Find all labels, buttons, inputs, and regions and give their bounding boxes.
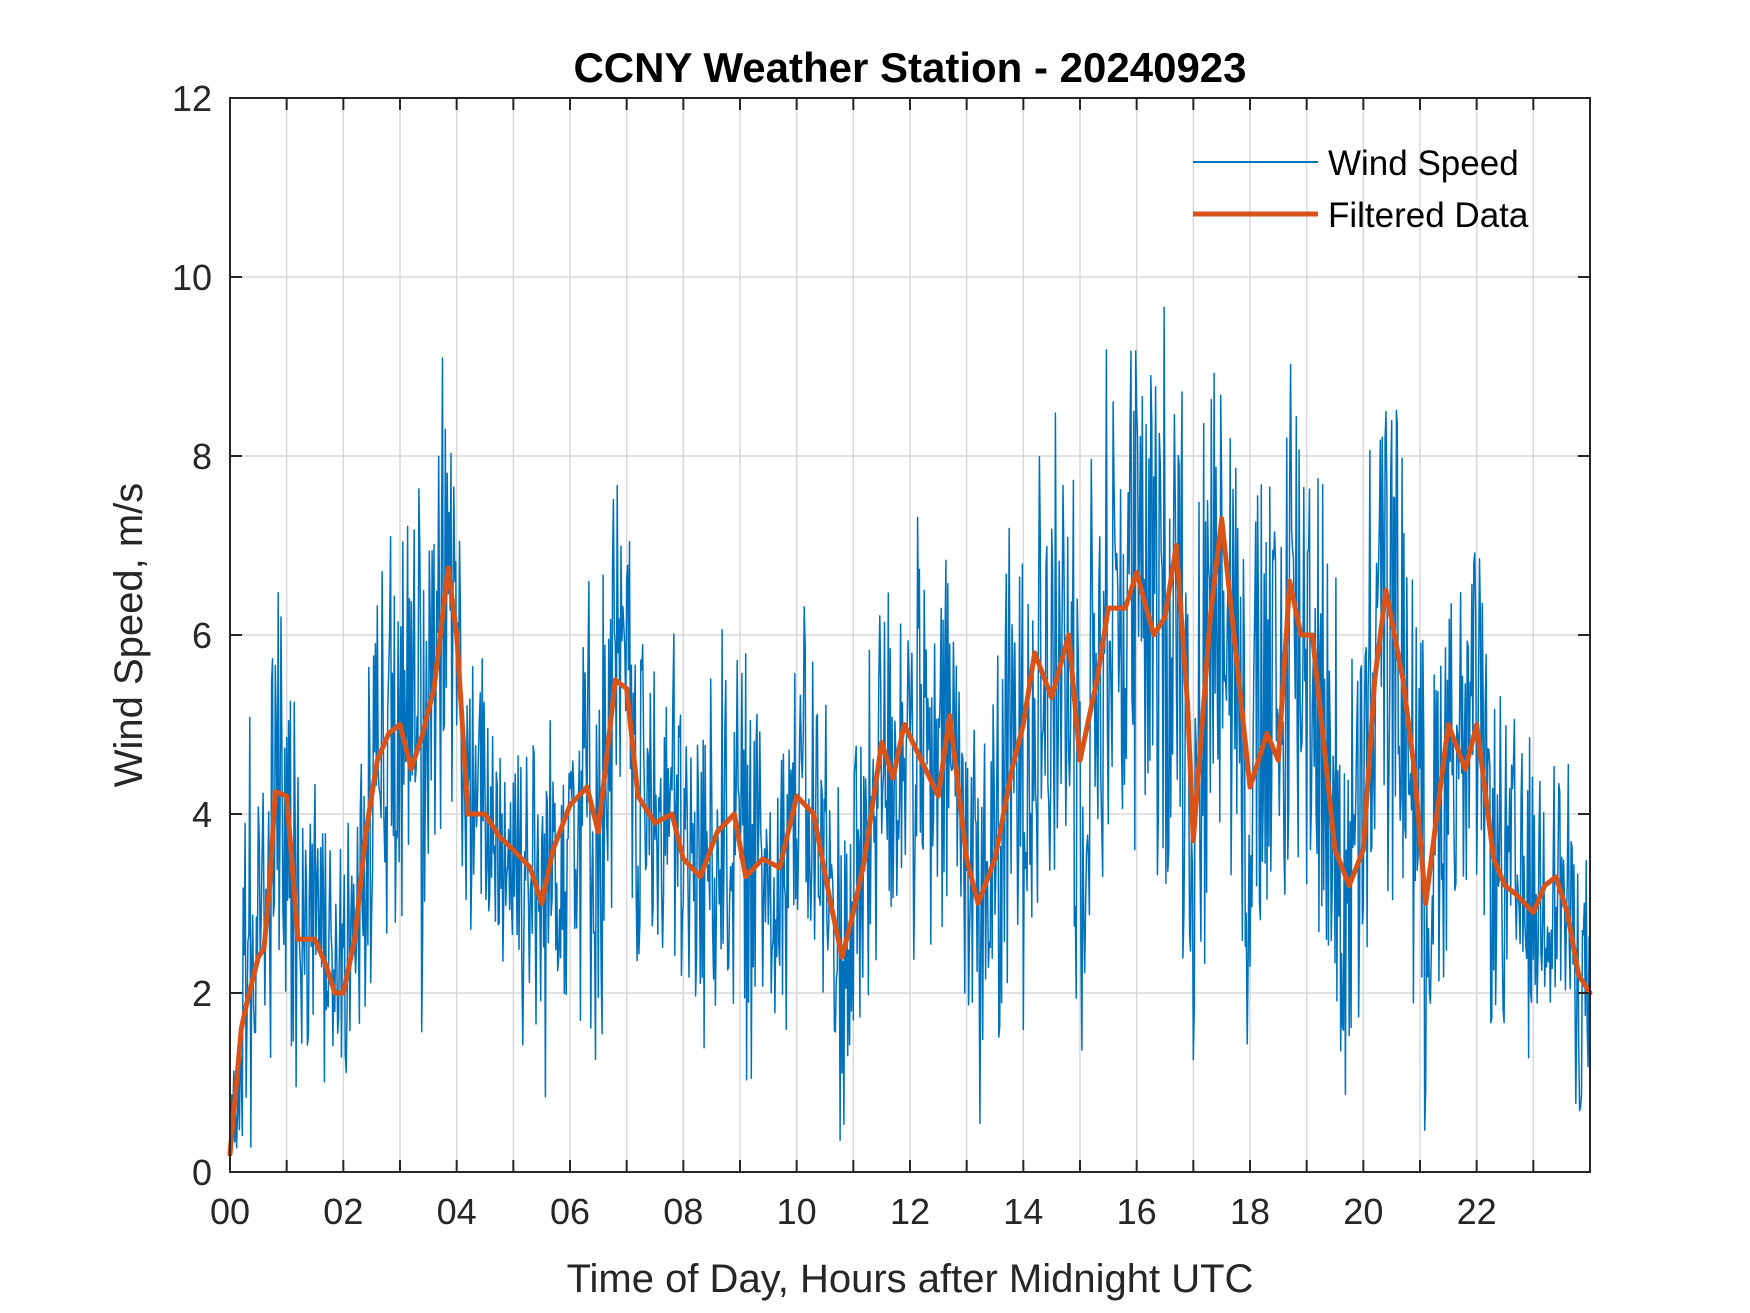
wind-speed-line <box>229 306 1590 1149</box>
y-tick-label: 4 <box>192 794 212 835</box>
y-axis-label: Wind Speed, m/s <box>107 483 151 788</box>
y-tick-label: 8 <box>192 436 212 477</box>
y-tick-label: 6 <box>192 615 212 656</box>
chart-title: CCNY Weather Station - 20240923 <box>573 44 1246 91</box>
x-tick-labels: 00 02 04 06 08 10 12 14 16 18 20 22 <box>210 1191 1497 1232</box>
x-axis-label: Time of Day, Hours after Midnight UTC <box>567 1257 1254 1301</box>
x-tick-label: 08 <box>663 1191 703 1232</box>
x-tick-label: 10 <box>777 1191 817 1232</box>
y-tick-label: 2 <box>192 973 212 1014</box>
x-tick-label: 06 <box>550 1191 590 1232</box>
x-tick-label: 20 <box>1343 1191 1383 1232</box>
y-tick-label: 0 <box>192 1152 212 1193</box>
x-tick-label: 16 <box>1117 1191 1157 1232</box>
x-tick-label: 02 <box>323 1191 363 1232</box>
ticks-layer <box>230 98 1590 1172</box>
legend-wind-speed-label: Wind Speed <box>1328 144 1519 183</box>
x-tick-label: 18 <box>1230 1191 1270 1232</box>
y-tick-label: 12 <box>172 78 212 119</box>
y-tick-labels: 0 2 4 6 8 10 12 <box>172 78 212 1193</box>
x-tick-label: 14 <box>1003 1191 1043 1232</box>
x-tick-label: 00 <box>210 1191 250 1232</box>
x-tick-label: 12 <box>890 1191 930 1232</box>
legend: Wind Speed Filtered Data <box>1193 144 1529 235</box>
filtered-data-line <box>227 516 1593 1157</box>
x-tick-label: 22 <box>1457 1191 1497 1232</box>
series-layer <box>227 306 1593 1157</box>
y-tick-label: 10 <box>172 257 212 298</box>
legend-filtered-data-label: Filtered Data <box>1328 196 1529 235</box>
x-tick-label: 04 <box>437 1191 477 1232</box>
